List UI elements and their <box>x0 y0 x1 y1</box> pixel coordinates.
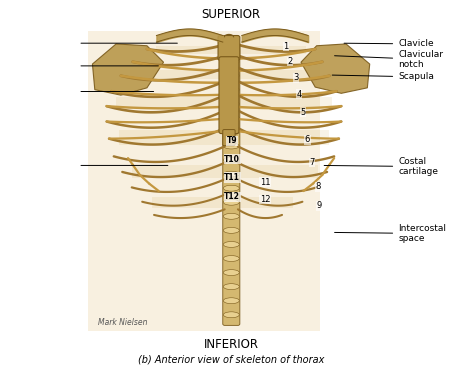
Text: Intercostal
space: Intercostal space <box>335 224 446 243</box>
FancyBboxPatch shape <box>118 130 329 145</box>
Text: 7: 7 <box>309 158 314 167</box>
FancyBboxPatch shape <box>116 97 332 109</box>
Text: SUPERIOR: SUPERIOR <box>202 8 261 21</box>
FancyBboxPatch shape <box>88 31 320 331</box>
Text: 9: 9 <box>317 201 322 210</box>
Ellipse shape <box>223 171 239 177</box>
Ellipse shape <box>223 227 239 233</box>
Text: Clavicle: Clavicle <box>344 40 434 48</box>
Text: 5: 5 <box>300 108 305 117</box>
Ellipse shape <box>223 59 239 64</box>
Ellipse shape <box>223 73 239 79</box>
Text: (b) Anterior view of skeleton of thorax: (b) Anterior view of skeleton of thorax <box>138 354 325 365</box>
Text: T9: T9 <box>227 137 237 145</box>
Ellipse shape <box>223 115 239 121</box>
Ellipse shape <box>223 284 239 290</box>
Text: 1: 1 <box>283 42 289 51</box>
Ellipse shape <box>223 87 239 93</box>
Polygon shape <box>301 44 370 93</box>
Text: T12: T12 <box>224 193 240 201</box>
FancyBboxPatch shape <box>223 130 235 146</box>
Ellipse shape <box>223 157 239 163</box>
Ellipse shape <box>223 185 239 191</box>
Ellipse shape <box>223 242 239 247</box>
Text: Clavicular
notch: Clavicular notch <box>335 49 443 69</box>
Text: Scapula: Scapula <box>332 72 434 81</box>
FancyBboxPatch shape <box>132 165 318 178</box>
Text: 2: 2 <box>288 57 293 66</box>
Text: T11: T11 <box>224 173 240 182</box>
Text: 11: 11 <box>260 178 270 187</box>
Text: 6: 6 <box>305 135 310 144</box>
Text: 4: 4 <box>296 90 301 98</box>
FancyBboxPatch shape <box>219 57 239 134</box>
FancyBboxPatch shape <box>130 70 320 79</box>
Text: 3: 3 <box>293 73 298 82</box>
Text: 8: 8 <box>315 182 320 191</box>
Text: INFERIOR: INFERIOR <box>204 338 259 351</box>
Polygon shape <box>92 44 164 95</box>
FancyBboxPatch shape <box>218 36 240 60</box>
FancyBboxPatch shape <box>156 46 306 54</box>
Ellipse shape <box>223 101 239 107</box>
Ellipse shape <box>223 255 239 261</box>
Ellipse shape <box>223 199 239 205</box>
Ellipse shape <box>223 213 239 219</box>
Ellipse shape <box>223 143 239 149</box>
Text: 12: 12 <box>260 195 270 204</box>
Ellipse shape <box>223 312 239 318</box>
FancyBboxPatch shape <box>223 44 240 325</box>
Text: T10: T10 <box>224 155 240 164</box>
Text: Mark Nielsen: Mark Nielsen <box>99 318 148 327</box>
Text: Costal
cartilage: Costal cartilage <box>324 157 438 176</box>
Ellipse shape <box>223 298 239 304</box>
Ellipse shape <box>223 129 239 135</box>
FancyBboxPatch shape <box>152 197 293 208</box>
Ellipse shape <box>223 45 239 51</box>
Ellipse shape <box>223 270 239 276</box>
